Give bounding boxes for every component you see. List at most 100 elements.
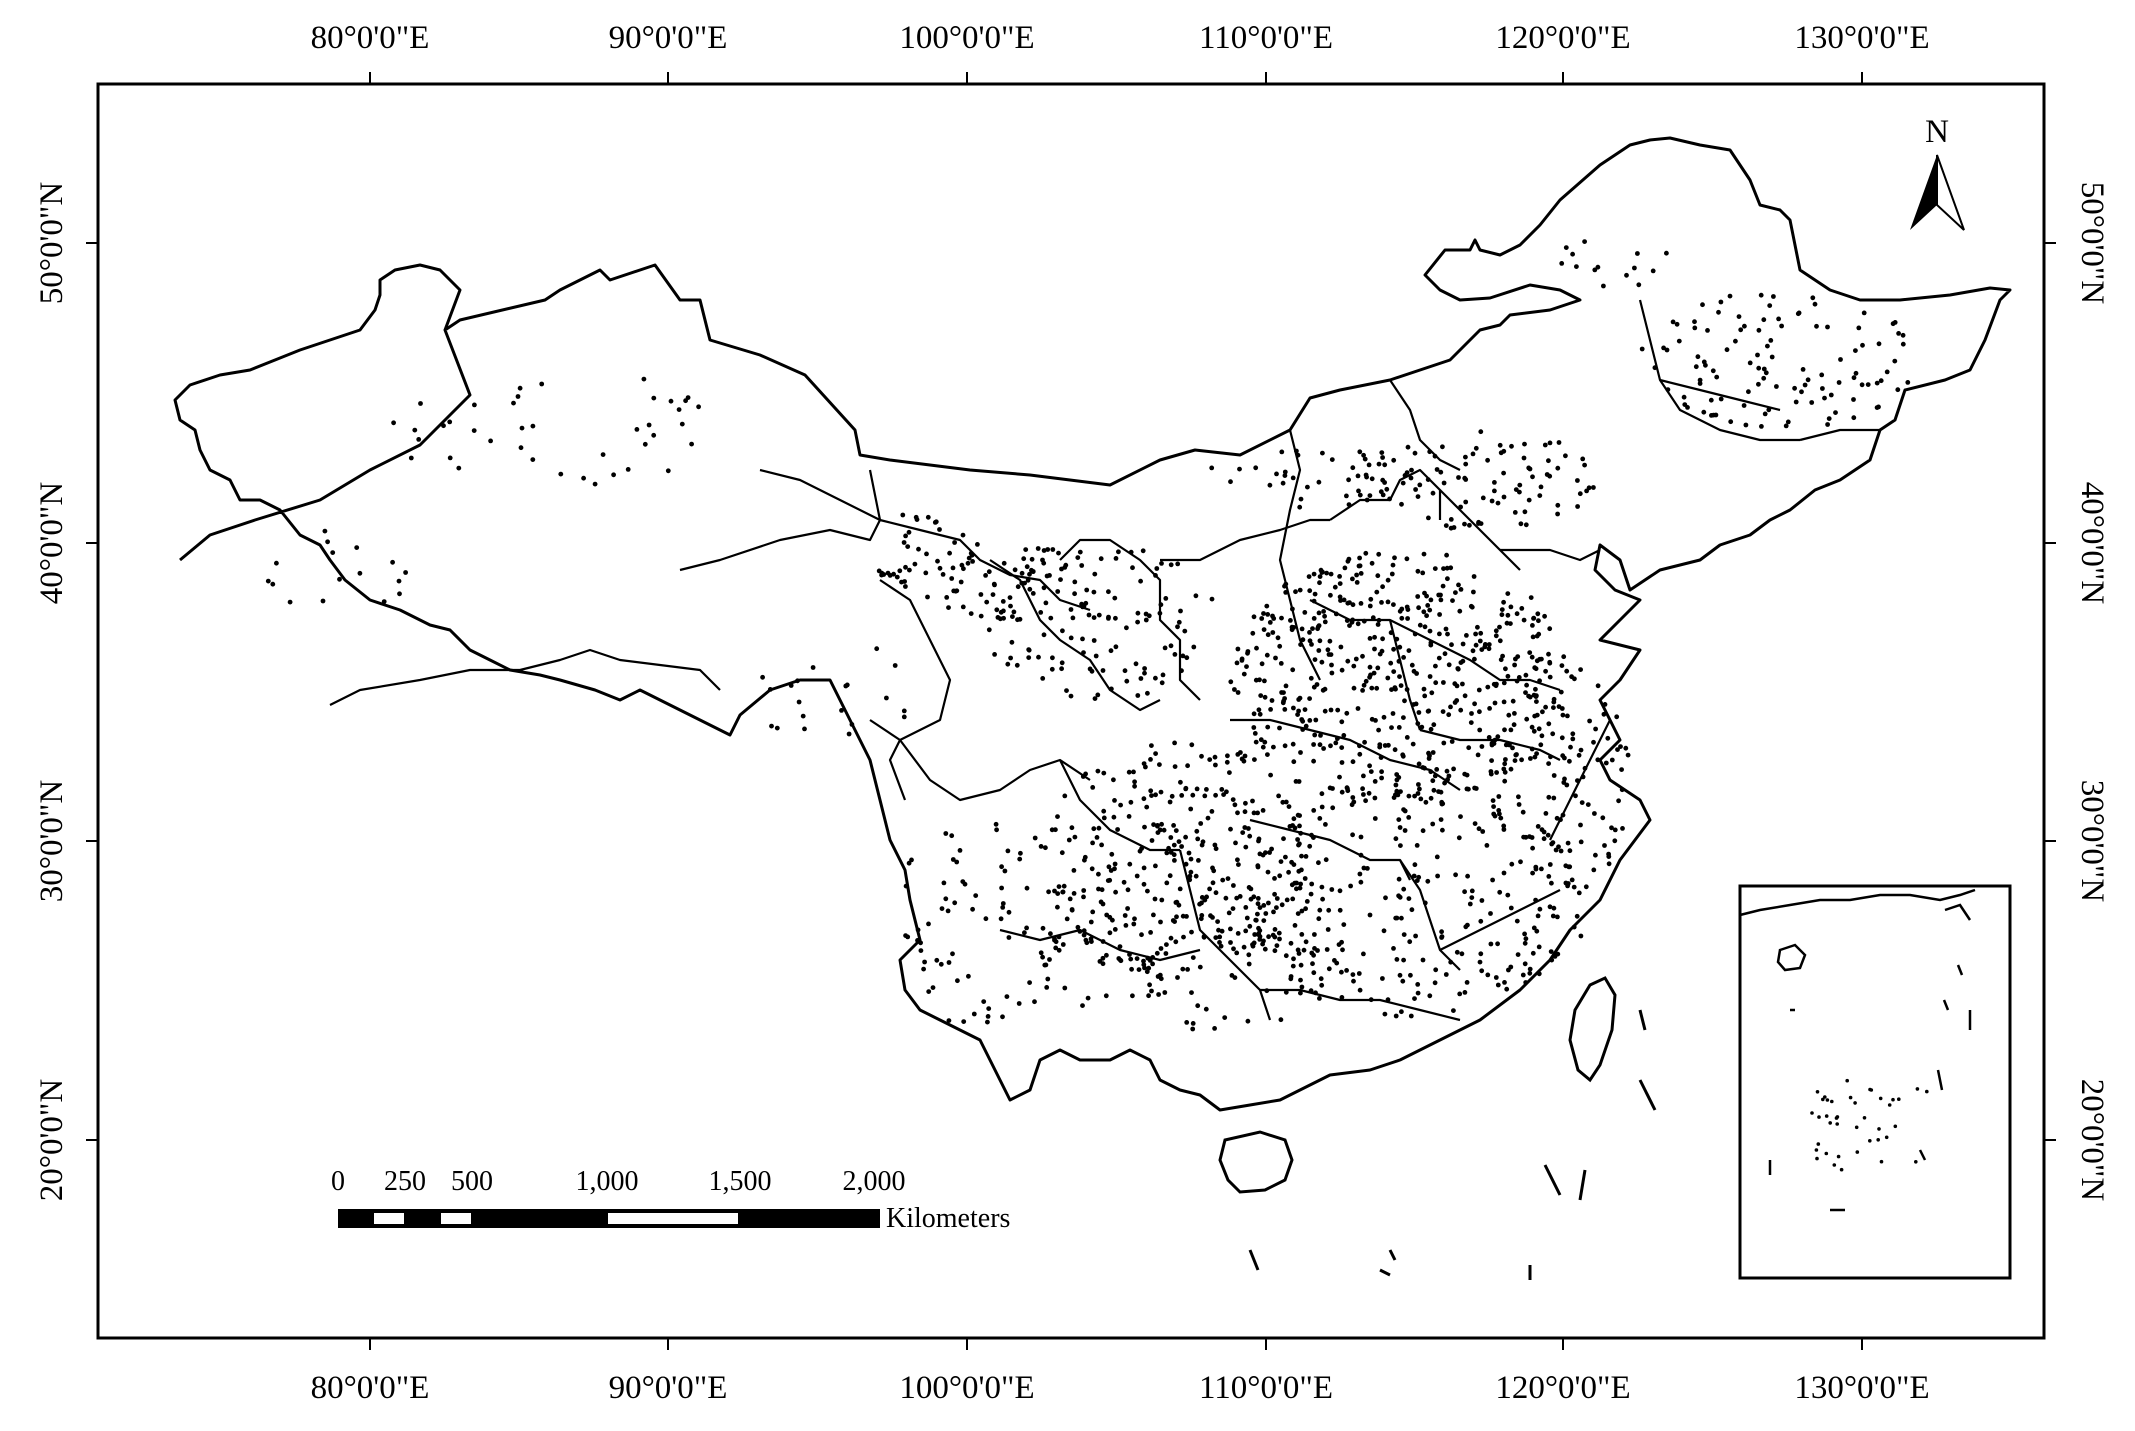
station-point	[1609, 825, 1614, 831]
station-point	[1533, 864, 1539, 870]
station-point	[1457, 991, 1463, 997]
station-point	[901, 540, 907, 545]
station-point	[1692, 325, 1698, 331]
station-point	[1252, 731, 1258, 736]
station-point	[1479, 898, 1485, 903]
station-point	[1150, 961, 1155, 967]
station-point	[1530, 950, 1536, 956]
station-point	[1397, 674, 1402, 679]
station-point	[1697, 377, 1703, 383]
station-point	[1264, 988, 1270, 994]
station-point	[1295, 812, 1301, 818]
station-point	[1286, 804, 1292, 809]
station-point	[985, 1019, 990, 1025]
station-point	[1367, 493, 1373, 498]
station-point	[1592, 811, 1597, 816]
station-point	[1432, 980, 1438, 986]
station-point	[1163, 951, 1169, 956]
station-point	[1522, 961, 1528, 967]
station-point	[1000, 1014, 1005, 1020]
station-point	[1453, 872, 1458, 878]
station-point	[1820, 386, 1825, 391]
station-point	[1593, 726, 1598, 732]
station-point	[962, 881, 968, 887]
station-point	[1463, 461, 1469, 467]
station-point	[1038, 950, 1044, 956]
station-point	[1340, 947, 1345, 953]
station-point	[1529, 654, 1535, 660]
station-point	[1294, 448, 1299, 454]
station-point	[1350, 759, 1356, 765]
station-point	[1098, 556, 1104, 562]
bottom-lon-label: 110°0'0"E	[1199, 1370, 1333, 1406]
station-point	[1244, 664, 1249, 669]
station-point	[1323, 857, 1329, 863]
station-point	[1294, 886, 1299, 892]
station-point	[1561, 654, 1567, 660]
station-point	[1618, 744, 1623, 749]
station-point	[1575, 778, 1580, 783]
station-point	[1567, 758, 1572, 764]
station-point	[1075, 924, 1081, 930]
station-point	[1582, 765, 1588, 771]
station-point	[1406, 896, 1412, 901]
station-point	[1145, 690, 1150, 696]
station-point	[1484, 843, 1490, 848]
station-point	[1325, 927, 1331, 932]
station-point	[1741, 403, 1747, 408]
station-point	[1774, 384, 1779, 389]
station-point	[1355, 473, 1361, 479]
station-point	[968, 611, 974, 616]
station-point	[1246, 961, 1252, 967]
station-point	[1436, 655, 1442, 661]
station-point	[1368, 997, 1374, 1003]
station-point	[1350, 795, 1356, 800]
station-point	[1511, 722, 1517, 728]
station-point	[1213, 935, 1219, 940]
station-point	[1311, 616, 1317, 621]
station-point	[1339, 745, 1345, 750]
station-point	[1282, 473, 1288, 478]
station-point	[1422, 900, 1428, 906]
station-point	[1421, 609, 1427, 615]
station-point	[1242, 809, 1248, 815]
station-point	[966, 973, 971, 979]
station-point	[1166, 845, 1171, 851]
station-point	[1345, 658, 1351, 664]
station-point	[1101, 770, 1107, 776]
station-point	[1255, 896, 1261, 901]
station-point	[1027, 571, 1032, 577]
station-point	[1446, 773, 1452, 779]
station-point	[1297, 504, 1303, 510]
bottom-lon-label: 120°0'0"E	[1495, 1370, 1630, 1406]
station-point	[960, 604, 966, 610]
station-point	[1282, 743, 1288, 749]
station-point	[1280, 480, 1286, 486]
station-point	[839, 708, 844, 713]
station-point	[1555, 502, 1561, 508]
station-point	[1049, 666, 1055, 672]
station-point	[1796, 310, 1802, 316]
station-point	[1551, 699, 1557, 705]
station-point	[1251, 810, 1257, 816]
station-point	[1056, 884, 1062, 889]
station-point	[1187, 873, 1193, 879]
station-point	[1458, 707, 1464, 713]
station-point	[1394, 636, 1400, 642]
station-point	[1053, 945, 1059, 951]
station-point	[1756, 327, 1762, 333]
station-point	[1227, 770, 1232, 775]
station-point	[1290, 896, 1296, 902]
station-point	[1408, 972, 1413, 978]
station-point	[1517, 482, 1523, 488]
station-point	[1188, 869, 1194, 875]
station-point	[1546, 794, 1552, 800]
station-point	[1700, 302, 1705, 308]
station-point	[1427, 628, 1433, 634]
inset-island-point	[1839, 1167, 1844, 1172]
station-point	[939, 906, 945, 911]
station-point	[1479, 968, 1485, 974]
station-point	[1176, 619, 1182, 625]
station-point	[1421, 551, 1427, 557]
station-point	[1443, 523, 1449, 528]
